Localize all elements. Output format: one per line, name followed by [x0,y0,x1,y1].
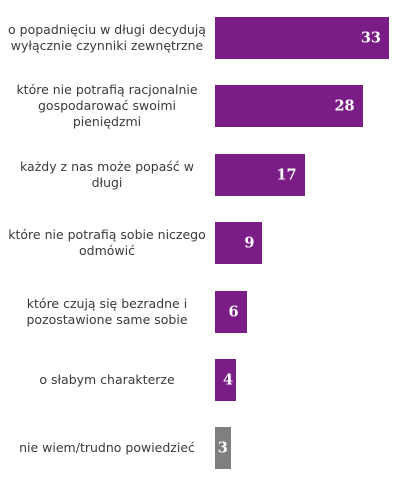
bar-value-label: 4 [222,371,234,389]
bar: 3 [215,427,231,470]
bar-value-label: 17 [276,166,297,184]
category-label: o słabym charakterze [39,372,175,387]
bar-value-label: 6 [228,303,239,321]
category-label: które nie potrafią racjonalnie gospodaro… [16,82,198,130]
bar: 28 [215,85,363,128]
category-label: które czują się bezradne i pozostawione … [26,295,188,327]
bar: 33 [215,17,389,59]
bar: 9 [215,222,263,265]
bar-value-label: 33 [360,29,381,47]
bar-value-label: 3 [217,439,228,457]
category-label: każdy z nas może popaść w długi [20,158,194,190]
bar: 17 [215,153,305,196]
bar: 4 [215,359,237,401]
category-label: które nie potrafią sobie niczego odmówić [8,227,206,259]
bar: 6 [215,290,247,333]
category-label: o popadnięciu w długi decydują wyłącznie… [8,22,206,53]
bar-value-label: 9 [244,234,255,252]
bar-value-label: 28 [334,97,355,115]
category-label: nie wiem/trudno powiedzieć [19,440,195,456]
